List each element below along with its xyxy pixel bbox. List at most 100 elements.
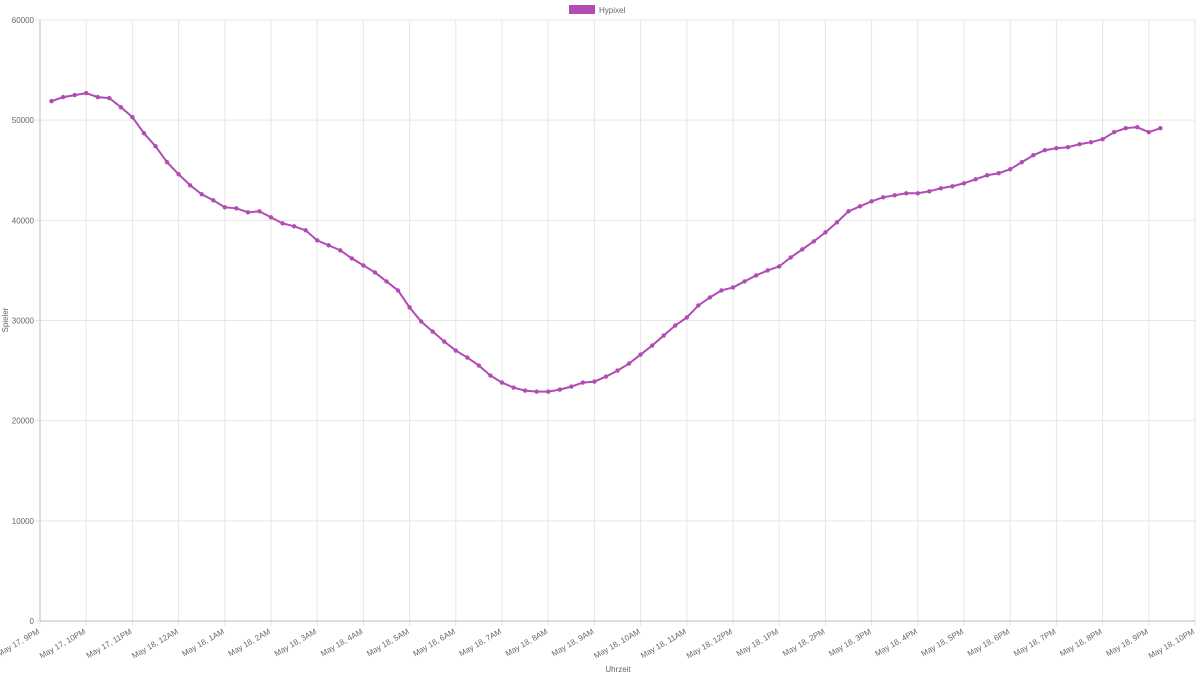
point: [1100, 136, 1105, 142]
x-tick-label: May 18, 8AM: [504, 627, 550, 659]
x-tick-label: May 17, 10PM: [38, 627, 87, 661]
point: [534, 389, 539, 394]
x-tick-label: May 18, 1PM: [735, 627, 781, 659]
point: [823, 230, 828, 235]
y-tick-label: 10000: [12, 517, 35, 526]
point: [765, 268, 770, 273]
point: [1111, 129, 1117, 135]
point: [742, 279, 747, 284]
point: [488, 373, 493, 378]
x-tick-label: May 18, 6AM: [411, 627, 457, 659]
point: [892, 193, 897, 198]
point: [280, 221, 285, 226]
x-tick-label: May 18, 7PM: [1012, 627, 1058, 659]
x-tick-label: May 18, 9PM: [1104, 627, 1150, 659]
point: [707, 295, 713, 300]
x-tick-label: May 17, 9PM: [0, 627, 41, 659]
point: [326, 243, 331, 248]
y-axis-title: Spieler: [1, 307, 10, 332]
x-tick-label: May 18, 10PM: [1147, 627, 1196, 661]
point: [973, 177, 978, 182]
point: [1054, 146, 1059, 151]
y-tick-label: 30000: [12, 317, 35, 326]
point: [234, 206, 239, 211]
point: [60, 94, 66, 100]
x-tick-label: May 18, 10AM: [592, 627, 641, 661]
point: [199, 192, 204, 197]
point: [1065, 145, 1071, 150]
point: [950, 184, 955, 189]
x-tick-label: May 18, 11AM: [639, 627, 688, 660]
x-tick-label: May 18, 6PM: [966, 627, 1012, 659]
point: [257, 209, 262, 214]
point: [1135, 124, 1140, 130]
point: [569, 384, 574, 389]
x-tick-label: May 18, 2PM: [781, 627, 827, 659]
x-axis-title: Uhrzeit: [605, 665, 631, 674]
point: [349, 256, 355, 261]
point: [603, 374, 609, 379]
point: [869, 199, 874, 204]
point: [788, 255, 793, 260]
point: [649, 343, 655, 348]
y-tick-label: 20000: [12, 417, 35, 426]
point: [1123, 125, 1128, 131]
point: [107, 95, 112, 101]
point: [846, 209, 851, 214]
point: [211, 198, 216, 203]
point: [592, 379, 597, 384]
point: [730, 285, 736, 290]
point: [176, 172, 181, 177]
y-tick-label: 60000: [12, 16, 35, 25]
point: [626, 361, 632, 366]
y-tick-label: 40000: [12, 216, 35, 225]
x-tick-label: May 18, 3PM: [827, 627, 873, 659]
point: [442, 339, 447, 344]
point: [696, 303, 701, 308]
point: [130, 114, 135, 120]
x-tick-label: May 18, 7AM: [458, 627, 504, 659]
legend-label: Hypixel: [599, 6, 625, 15]
y-tick-label: 0: [30, 617, 35, 626]
point: [72, 92, 77, 98]
legend-swatch: [569, 5, 595, 14]
x-tick-label: May 18, 12AM: [130, 627, 179, 661]
point: [719, 288, 724, 293]
point: [753, 273, 759, 278]
point: [938, 186, 944, 191]
point: [1088, 140, 1094, 145]
x-tick-label: May 18, 4PM: [873, 627, 919, 659]
point: [557, 387, 562, 392]
point: [927, 189, 932, 194]
point: [673, 323, 678, 328]
point: [961, 181, 967, 186]
point: [465, 355, 470, 360]
x-tick-label: May 18, 3AM: [273, 627, 319, 659]
point: [245, 210, 251, 215]
point: [453, 348, 458, 353]
point: [1158, 125, 1163, 131]
point: [1019, 160, 1024, 165]
point: [499, 380, 505, 385]
point: [546, 389, 551, 394]
point: [915, 191, 920, 196]
point: [153, 144, 158, 149]
point: [338, 248, 343, 253]
point: [164, 160, 170, 165]
x-tick-label: May 18, 5PM: [920, 627, 966, 659]
point: [303, 228, 308, 233]
line: [51, 92, 1161, 393]
point: [395, 288, 401, 293]
point: [141, 130, 147, 136]
point: [1077, 142, 1082, 147]
x-tick-label: May 17, 11PM: [85, 627, 134, 660]
point: [430, 329, 435, 334]
x-tick-label: May 18, 5AM: [365, 627, 411, 659]
point: [1042, 148, 1048, 153]
point: [372, 270, 378, 275]
point: [361, 263, 366, 268]
point: [777, 264, 782, 269]
point: [418, 319, 424, 324]
point: [268, 215, 274, 220]
